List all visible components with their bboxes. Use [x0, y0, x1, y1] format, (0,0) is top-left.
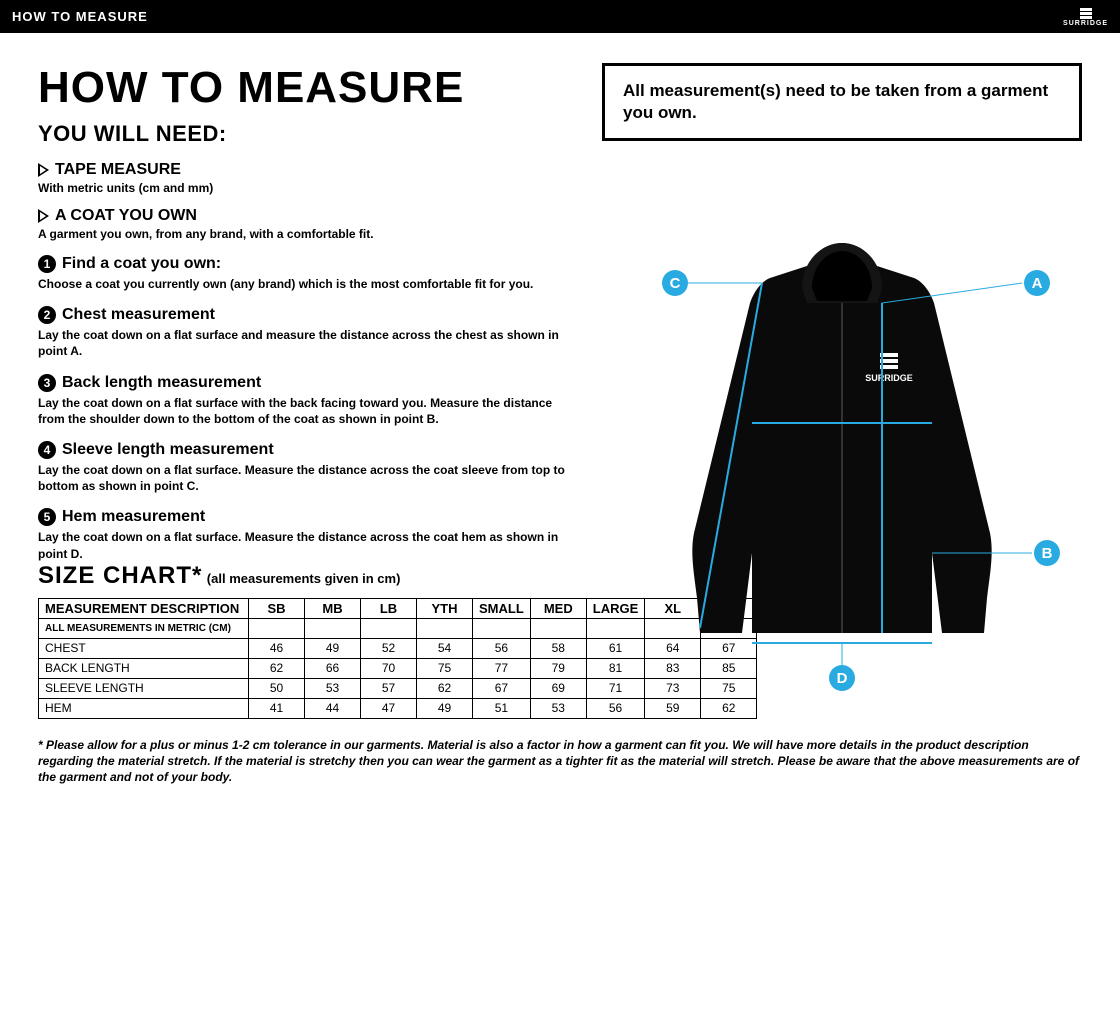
table-cell: 46 — [249, 638, 305, 658]
table-cell: 50 — [249, 678, 305, 698]
step-item: 5 Hem measurement Lay the coat down on a f… — [38, 508, 568, 561]
table-cell: 57 — [361, 678, 417, 698]
table-cell: 62 — [249, 658, 305, 678]
step-body: Lay the coat down on a flat surface and … — [38, 327, 568, 359]
table-cell: 44 — [305, 698, 361, 718]
table-cell: 51 — [473, 698, 531, 718]
brand-logo: SURRIDGE — [1063, 6, 1108, 27]
header-bar: HOW TO MEASURE SURRIDGE — [0, 0, 1120, 33]
footnote: * Please allow for a plus or minus 1-2 c… — [38, 737, 1082, 786]
note-box: All measurement(s) need to be taken from… — [602, 63, 1082, 141]
need-item: TAPE MEASURE With metric units (cm and mm… — [38, 161, 1082, 195]
table-header-desc: MEASUREMENT DESCRIPTION — [39, 598, 249, 618]
row-label: SLEEVE LENGTH — [39, 678, 249, 698]
step-body: Choose a coat you currently own (any bra… — [38, 276, 568, 292]
table-row: HEM414447495153565962 — [39, 698, 757, 718]
step-number: 3 — [38, 374, 56, 392]
step-body: Lay the coat down on a flat surface. Mea… — [38, 462, 568, 494]
table-header: MB — [305, 598, 361, 618]
table-cell: 70 — [361, 658, 417, 678]
size-chart-sub: (all measurements given in cm) — [207, 571, 401, 586]
table-cell: 52 — [361, 638, 417, 658]
table-cell: 62 — [701, 698, 757, 718]
marker-b: B — [1034, 540, 1060, 566]
step-item: 2 Chest measurement Lay the coat down on a… — [38, 306, 568, 359]
table-cell: 66 — [305, 658, 361, 678]
step-title: Hem measurement — [62, 508, 205, 526]
table-header: LB — [361, 598, 417, 618]
table-cell: 75 — [417, 658, 473, 678]
table-cell: 59 — [645, 698, 701, 718]
table-cell: 67 — [473, 678, 531, 698]
marker-a: A — [1024, 270, 1050, 296]
row-label: CHEST — [39, 638, 249, 658]
table-cell: 56 — [586, 698, 645, 718]
step-number: 2 — [38, 306, 56, 324]
step-item: 4 Sleeve length measurement Lay the coat d… — [38, 441, 568, 494]
step-number: 4 — [38, 441, 56, 459]
table-header: SB — [249, 598, 305, 618]
table-cell: 54 — [417, 638, 473, 658]
row-label: HEM — [39, 698, 249, 718]
step-number: 5 — [38, 508, 56, 526]
need-label: TAPE MEASURE — [55, 161, 181, 179]
table-cell: 49 — [305, 638, 361, 658]
step-body: Lay the coat down on a flat surface. Mea… — [38, 529, 568, 561]
step-item: 1 Find a coat you own: Choose a coat you c… — [38, 255, 568, 292]
table-header: MED — [530, 598, 586, 618]
jacket-diagram: SURRIDGE A B C D — [602, 203, 1082, 683]
marker-c: C — [662, 270, 688, 296]
table-cell: 77 — [473, 658, 531, 678]
table-cell: 47 — [361, 698, 417, 718]
table-cell: 58 — [530, 638, 586, 658]
header-title: HOW TO MEASURE — [12, 9, 148, 24]
table-cell: 53 — [305, 678, 361, 698]
step-item: 3 Back length measurement Lay the coat dow… — [38, 374, 568, 427]
row-label: BACK LENGTH — [39, 658, 249, 678]
size-chart-title: SIZE CHART* — [38, 562, 202, 589]
table-cell: 69 — [530, 678, 586, 698]
table-cell: 79 — [530, 658, 586, 678]
need-label: A COAT YOU OWN — [55, 207, 197, 225]
table-cell: 49 — [417, 698, 473, 718]
triangle-icon — [38, 163, 49, 177]
table-cell: 41 — [249, 698, 305, 718]
unit-row: ALL MEASUREMENTS IN METRIC (CM) — [39, 618, 249, 638]
step-title: Find a coat you own: — [62, 255, 221, 273]
step-title: Chest measurement — [62, 306, 215, 324]
table-header: YTH — [417, 598, 473, 618]
table-cell: 62 — [417, 678, 473, 698]
svg-text:SURRIDGE: SURRIDGE — [865, 373, 913, 383]
table-cell: 56 — [473, 638, 531, 658]
step-body: Lay the coat down on a flat surface with… — [38, 395, 568, 427]
step-title: Back length measurement — [62, 374, 261, 392]
step-number: 1 — [38, 255, 56, 273]
marker-d: D — [829, 665, 855, 691]
table-cell: 53 — [530, 698, 586, 718]
step-title: Sleeve length measurement — [62, 441, 274, 459]
table-header: SMALL — [473, 598, 531, 618]
need-sub: With metric units (cm and mm) — [38, 181, 1082, 195]
triangle-icon — [38, 209, 49, 223]
